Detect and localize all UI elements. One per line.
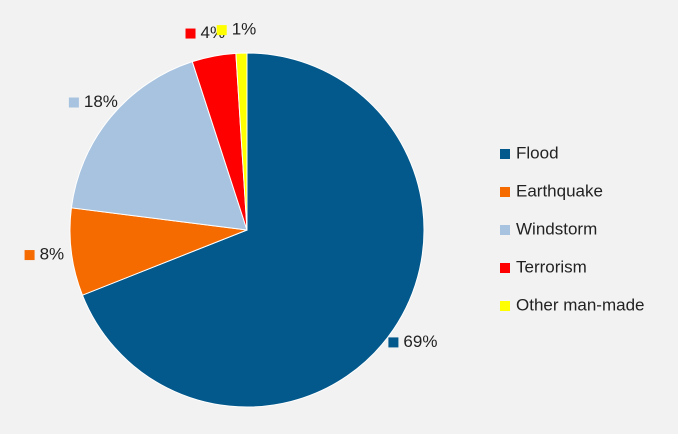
legend-key <box>500 187 510 197</box>
data-label: 69% <box>403 332 437 351</box>
data-label: 18% <box>84 92 118 111</box>
legend-label: Other man-made <box>516 295 645 314</box>
data-label: 8% <box>40 245 65 264</box>
legend-key <box>500 301 510 311</box>
pie-slice <box>70 61 248 231</box>
legend-key <box>500 149 510 159</box>
label-key <box>24 250 35 261</box>
label-key <box>216 25 227 36</box>
legend-key <box>500 225 510 235</box>
legend-label: Flood <box>516 143 559 162</box>
pie-slice <box>235 52 248 231</box>
label-key <box>388 337 399 348</box>
data-label: 1% <box>232 20 257 39</box>
legend-label: Windstorm <box>516 219 597 238</box>
legend-label: Terrorism <box>516 257 587 276</box>
legend-key <box>500 263 510 273</box>
label-key <box>185 28 196 39</box>
pie-slice <box>69 207 248 296</box>
legend-label: Earthquake <box>516 181 603 200</box>
label-key <box>68 97 79 108</box>
pie-slice <box>81 52 425 408</box>
